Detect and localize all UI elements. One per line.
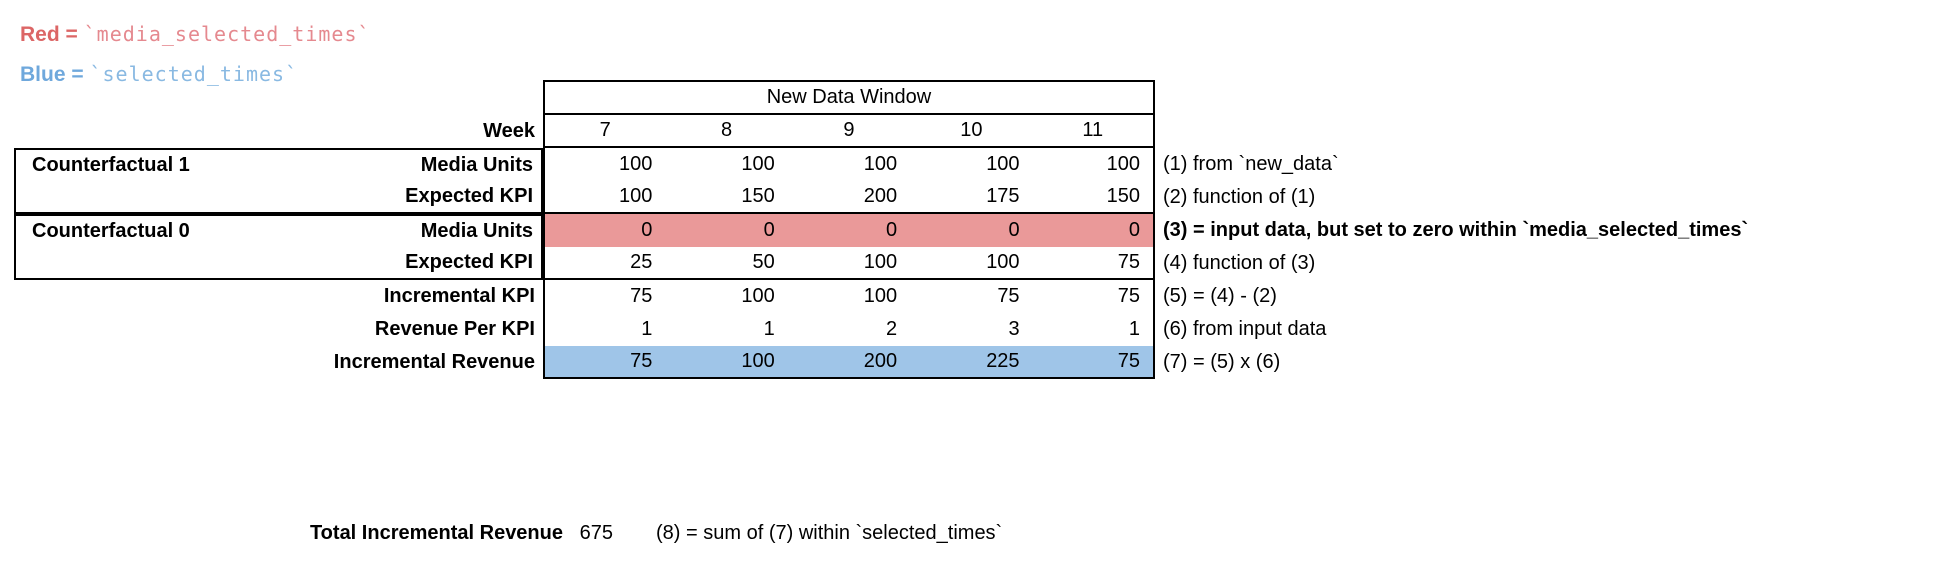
value-cell: 200 xyxy=(787,181,911,214)
value-cell-highlight-red: 0 xyxy=(665,214,788,247)
value-cell: 1 xyxy=(1033,313,1155,346)
value-cell: 75 xyxy=(1032,247,1155,280)
week-cell: 8 xyxy=(665,115,788,148)
value-cell: 1 xyxy=(763,318,775,340)
cf0-row-media-units: Counterfactual 0 Media Units xyxy=(16,216,541,247)
annotation-2: (2) function of (1) xyxy=(1163,186,1316,208)
cf1-row-expected-kpi: Expected KPI xyxy=(16,181,541,212)
legend: Red = `media_selected_times` Blue = `sel… xyxy=(20,14,371,94)
row-label-incremental-kpi: Incremental KPI xyxy=(383,285,535,307)
value-cell: 100 xyxy=(787,247,911,280)
row-label: Expected KPI xyxy=(405,185,533,207)
value-cell: 100 xyxy=(863,153,898,175)
legend-red-label: Red = xyxy=(20,23,78,46)
value-cell: 150 xyxy=(665,181,788,214)
legend-red-line: Red = `media_selected_times` xyxy=(20,14,371,54)
value-cell: 1 xyxy=(543,313,665,346)
counterfactual-0-label: Counterfactual 0 xyxy=(32,220,190,242)
cf1-row-media-units: Counterfactual 1 Media Units xyxy=(16,150,541,181)
week-cell: 9 xyxy=(787,115,911,148)
value-cell: 175 xyxy=(910,181,1033,214)
week-cell: 7 xyxy=(543,115,666,148)
row-label-revenue-per-kpi: Revenue Per KPI xyxy=(374,318,535,340)
annotation-6: (6) from input data xyxy=(1163,318,1327,340)
counterfactual-1-box: Counterfactual 1 Media Units Expected KP… xyxy=(14,148,543,214)
value-cell: 50 xyxy=(665,247,788,280)
legend-blue-label: Blue = xyxy=(20,63,84,86)
annotation-7: (7) = (5) x (6) xyxy=(1163,351,1281,373)
value-cell: 100 xyxy=(1033,148,1155,181)
annotation-5: (5) = (4) - (2) xyxy=(1163,285,1277,307)
value-cell-highlight-red: 0 xyxy=(787,214,911,247)
annotation-3: (3) = input data, but set to zero within… xyxy=(1163,219,1749,241)
value-cell: 25 xyxy=(543,247,666,280)
value-cell: 150 xyxy=(1032,181,1155,214)
value-cell-highlight-blue: 100 xyxy=(665,346,788,379)
legend-blue-line: Blue = `selected_times` xyxy=(20,54,371,94)
cf0-row-expected-kpi: Expected KPI xyxy=(16,247,541,278)
counterfactual-1-label: Counterfactual 1 xyxy=(32,154,190,176)
value-cell: 75 xyxy=(997,285,1020,307)
value-cell-highlight-red: 0 xyxy=(543,214,666,247)
value-cell-highlight-blue: 225 xyxy=(910,346,1033,379)
value-cell: 75 xyxy=(543,280,665,313)
value-cell: 100 xyxy=(863,285,898,307)
value-cell: 100 xyxy=(986,153,1020,175)
value-cell-highlight-red: 0 xyxy=(910,214,1033,247)
legend-red-code: `media_selected_times` xyxy=(83,22,371,46)
value-cell: 100 xyxy=(543,148,665,181)
value-cell: 3 xyxy=(1008,318,1020,340)
counterfactual-0-box: Counterfactual 0 Media Units Expected KP… xyxy=(14,214,543,280)
value-cell: 100 xyxy=(741,285,775,307)
annotation-8: (8) = sum of (7) within `selected_times` xyxy=(656,522,1003,544)
week-row-label: Week xyxy=(483,120,535,142)
annotation-4: (4) function of (3) xyxy=(1163,252,1316,274)
row-label-incremental-revenue: Incremental Revenue xyxy=(333,351,535,373)
table-header-new-data-window: New Data Window xyxy=(543,80,1155,115)
value-cell: 100 xyxy=(543,181,666,214)
row-label: Expected KPI xyxy=(405,251,533,273)
value-cell: 2 xyxy=(886,318,898,340)
total-incremental-revenue-value: 675 xyxy=(579,522,613,544)
week-cell: 10 xyxy=(910,115,1033,148)
row-label: Media Units xyxy=(420,220,533,242)
annotation-1: (1) from `new_data` xyxy=(1163,153,1339,175)
legend-blue-code: `selected_times` xyxy=(89,62,299,86)
calculation-table: New Data Window Week 7 8 9 10 11 Counter… xyxy=(14,80,1155,379)
value-cell: 100 xyxy=(910,247,1033,280)
total-incremental-revenue-label: Total Incremental Revenue xyxy=(309,522,563,544)
value-cell-highlight-blue: 200 xyxy=(787,346,911,379)
value-cell-highlight-blue: 75 xyxy=(543,346,666,379)
value-cell: 100 xyxy=(741,153,775,175)
value-cell: 75 xyxy=(1033,280,1155,313)
value-cell-highlight-blue: 75 xyxy=(1032,346,1155,379)
row-label: Media Units xyxy=(420,154,533,176)
week-cell: 11 xyxy=(1032,115,1155,148)
value-cell-highlight-red: 0 xyxy=(1032,214,1155,247)
